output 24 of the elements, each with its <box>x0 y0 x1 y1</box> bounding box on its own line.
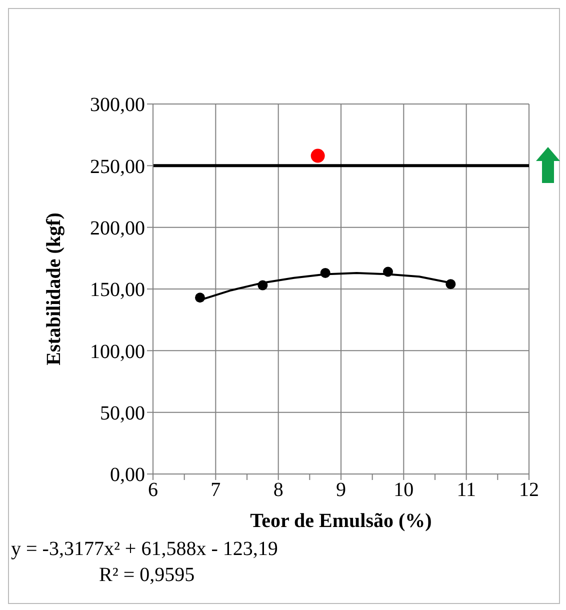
text: R² = 0,9595 <box>98 563 196 588</box>
point <box>258 280 268 290</box>
y-tick-label: 300,00 <box>90 94 145 116</box>
y-tick-label: 50,00 <box>100 402 145 424</box>
point <box>310 148 325 163</box>
x-tick-label: 11 <box>456 479 476 502</box>
x-tick-label: 7 <box>210 479 221 502</box>
y-tick-label: 200,00 <box>90 217 145 240</box>
x-tick-label: 10 <box>394 479 414 502</box>
x-tick-label: 8 <box>273 479 284 502</box>
x-tick-label: 12 <box>519 479 539 502</box>
y-tick-label: 250,00 <box>90 156 145 178</box>
y-tick-label: 100,00 <box>90 340 145 363</box>
y-axis-title: Estabilidade (kgf) <box>43 212 66 366</box>
y-tick-label: 150,00 <box>90 279 145 302</box>
x-tick-label: 6 <box>148 479 158 502</box>
text: y = -3,3177x² + 61,588x - 123,19 <box>10 537 279 562</box>
point <box>195 292 205 303</box>
x-axis-title: Teor de Emulsão (%) <box>250 510 432 532</box>
point <box>383 266 393 277</box>
point <box>320 268 330 278</box>
x-tick-label: 9 <box>336 479 346 502</box>
point <box>446 279 456 290</box>
y-tick-label: 0,00 <box>110 464 145 486</box>
